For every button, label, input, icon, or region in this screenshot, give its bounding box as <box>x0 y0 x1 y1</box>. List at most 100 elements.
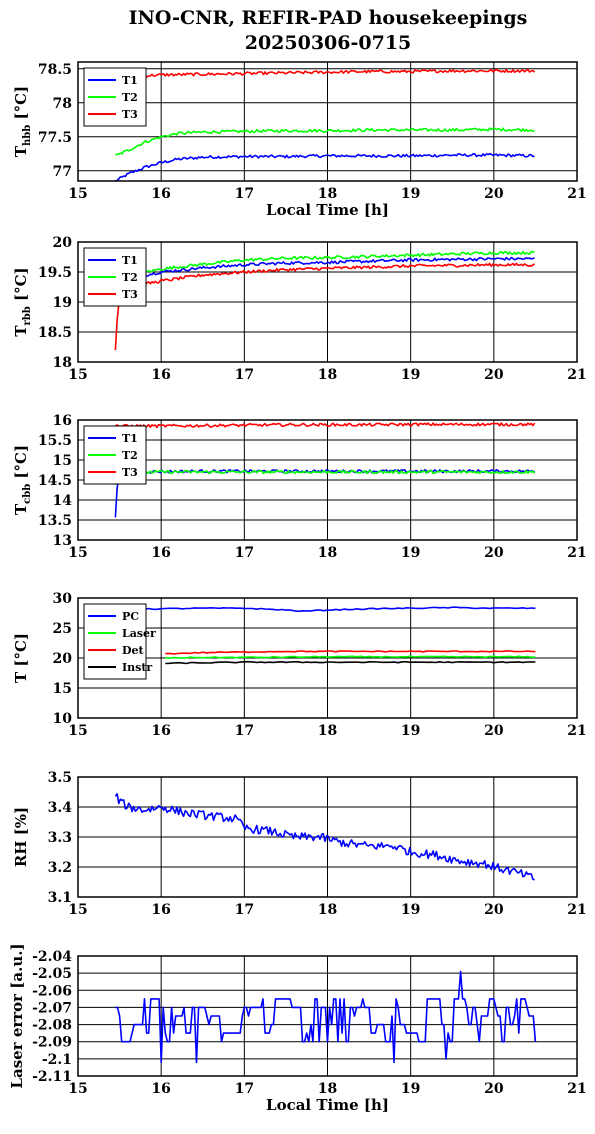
legend: T1 T2 T3 <box>83 67 147 127</box>
x-tick-label: 20 <box>484 367 504 383</box>
series-group <box>114 422 536 518</box>
x-tick-label: 17 <box>235 367 254 383</box>
series-line-laser <box>165 655 536 659</box>
series-group <box>115 68 536 181</box>
x-tick-label: 21 <box>567 367 586 383</box>
y-axis-label: Tcbb [°C] <box>12 445 33 515</box>
x-tick-label: 18 <box>318 1081 337 1097</box>
y-tick-label: -2.11 <box>32 1069 72 1085</box>
x-tick-label: 21 <box>567 723 586 739</box>
x-tick-label: 15 <box>68 1081 87 1097</box>
panel-6: 15 16 17 18 19 20 21-2.11-2.1-2.09-2.08-2.07-2… <box>8 943 587 1114</box>
legend-label-t1: T1 <box>122 74 138 87</box>
x-tick-label: 19 <box>401 902 420 918</box>
y-tick-label: 15.5 <box>38 433 72 449</box>
legend: T1 T2 T3 <box>83 247 147 307</box>
y-tick-label: 77 <box>53 164 72 180</box>
x-tick-label: 15 <box>68 723 87 739</box>
y-tick-label: 19.5 <box>38 265 72 281</box>
series-line-t1 <box>115 153 535 181</box>
series-group <box>115 970 537 1064</box>
series-line-pc <box>115 606 536 613</box>
x-tick-label: 16 <box>151 1081 170 1097</box>
y-tick-label: 13.5 <box>38 513 72 529</box>
y-tick-label: 13 <box>53 533 72 549</box>
figure-title: INO-CNR, REFIR-PAD housekeepings <box>129 7 528 29</box>
y-axis-label: Thbb [°C] <box>12 86 33 157</box>
y-axis-label-unit: [°C] <box>12 267 30 306</box>
y-axis-label-subscript: rbb <box>22 306 33 325</box>
y-tick-label: 30 <box>53 591 73 607</box>
series-line-data <box>114 793 535 881</box>
x-tick-label: 21 <box>567 186 586 202</box>
x-tick-label: 16 <box>151 723 170 739</box>
x-tick-label: 18 <box>318 723 337 739</box>
y-tick-label: -2.05 <box>32 966 72 982</box>
x-tick-label: 19 <box>401 723 420 739</box>
series-line-instr <box>165 660 536 665</box>
legend-label-t2: T2 <box>122 271 138 284</box>
y-tick-label: 78 <box>53 96 72 112</box>
y-tick-label: -2.09 <box>32 1035 72 1051</box>
y-tick-label: -2.1 <box>42 1052 72 1068</box>
x-tick-label: 20 <box>484 902 504 918</box>
y-axis-label: RH [%] <box>12 807 30 867</box>
y-axis-label: T [°C] <box>12 633 30 683</box>
series-group <box>114 793 535 881</box>
y-tick-label: -2.06 <box>32 983 72 999</box>
y-tick-label: 10 <box>53 711 73 727</box>
series-line-t2 <box>114 250 535 286</box>
x-tick-label: 19 <box>401 545 420 561</box>
x-tick-label: 16 <box>151 902 170 918</box>
y-tick-label: 15 <box>53 453 72 469</box>
y-tick-label: 20 <box>53 651 73 667</box>
x-tick-label: 17 <box>235 902 254 918</box>
legend-label-pc: PC <box>122 610 139 623</box>
y-tick-label: 3.2 <box>48 860 72 876</box>
y-axis-label-subscript: cbb <box>22 484 33 504</box>
y-tick-label: 3.1 <box>48 890 72 906</box>
x-axis-label: Local Time [h] <box>266 201 389 219</box>
y-tick-label: 77.5 <box>38 130 72 146</box>
series-line-t1 <box>114 256 535 286</box>
panel-1: 15 16 17 18 19 20 21 77 77.5 78 78.5 Local Time [h]… <box>12 61 587 219</box>
y-axis-label: Laser error [a.u.] <box>8 943 26 1088</box>
x-tick-label: 16 <box>151 186 170 202</box>
x-tick-label: 15 <box>68 367 87 383</box>
y-tick-label: 16 <box>53 413 72 429</box>
x-tick-label: 21 <box>567 545 586 561</box>
series-line-t3 <box>115 422 536 429</box>
legend-label-t1: T1 <box>122 432 138 445</box>
legend-label-det: Det <box>122 644 145 657</box>
y-axis-label-unit: [°C] <box>12 86 30 125</box>
legend-label-t2: T2 <box>122 449 138 462</box>
plot-frame <box>77 419 578 541</box>
series-group <box>115 606 536 665</box>
x-tick-label: 19 <box>401 186 420 202</box>
x-tick-label: 15 <box>68 545 87 561</box>
legend: PC Laser Det Instr <box>83 603 156 680</box>
x-axis-label: Local Time [h] <box>266 1096 389 1114</box>
x-tick-label: 15 <box>68 902 87 918</box>
plot-frame <box>77 61 578 182</box>
legend-label-t1: T1 <box>122 254 138 267</box>
legend-label-t3: T3 <box>122 108 138 121</box>
x-tick-label: 18 <box>318 902 337 918</box>
x-tick-label: 17 <box>235 186 254 202</box>
y-tick-label: 25 <box>53 621 72 637</box>
panel-3: 15 16 17 18 19 20 21 13 13.5 14 14.5 15 15.5 16 Tcbb [… <box>12 413 587 561</box>
y-tick-label: 20 <box>53 235 73 251</box>
y-axis-label: Trbb [°C] <box>12 267 33 336</box>
series-line-t2 <box>114 469 536 486</box>
y-tick-label: 15 <box>53 681 72 697</box>
y-tick-label: -2.07 <box>32 1000 72 1016</box>
x-tick-label: 21 <box>567 1081 586 1097</box>
x-tick-label: 18 <box>318 186 337 202</box>
x-tick-label: 20 <box>484 723 504 739</box>
legend-label-instr: Instr <box>122 661 152 674</box>
plot-frame <box>77 241 578 363</box>
x-tick-label: 18 <box>318 545 337 561</box>
series-line-t2 <box>115 127 535 156</box>
